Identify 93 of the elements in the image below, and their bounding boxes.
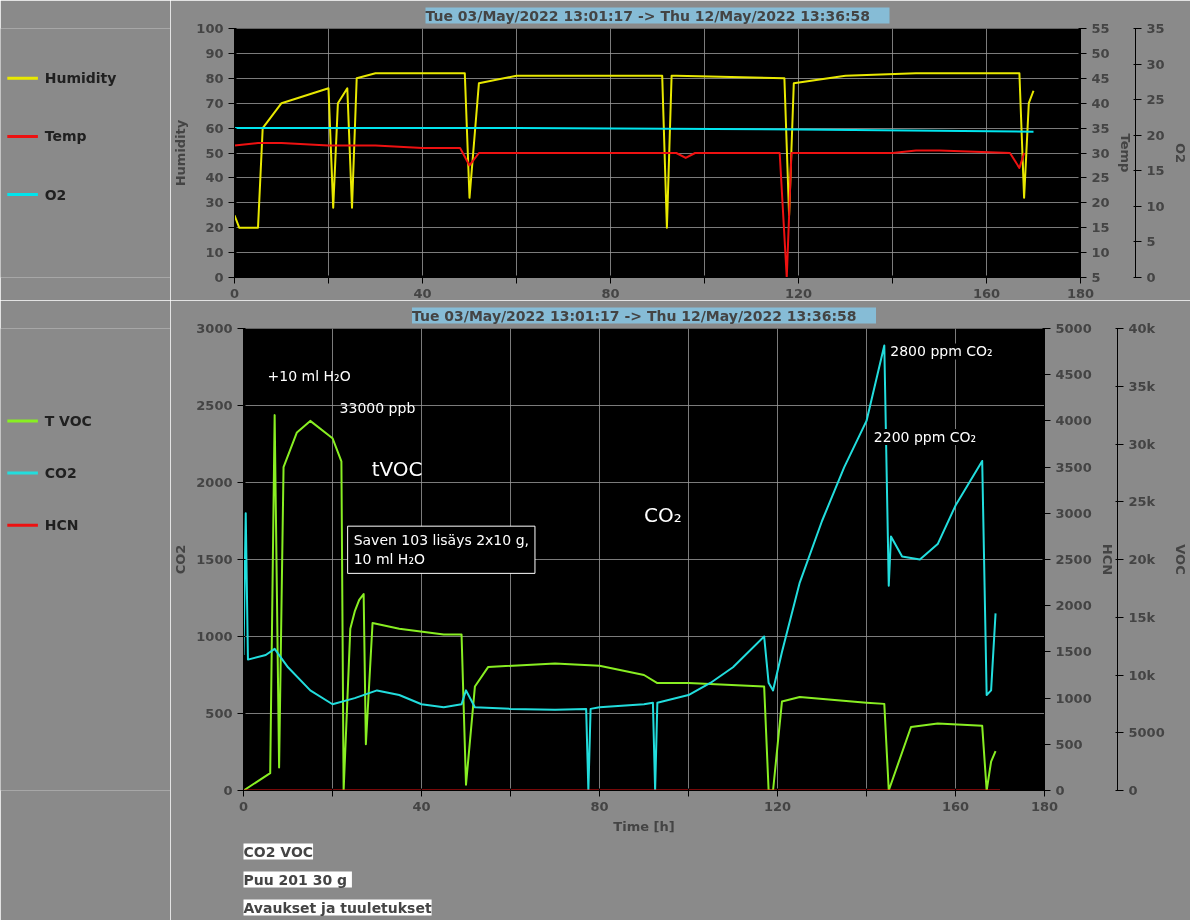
y2-tick-label: 3500 (1055, 459, 1092, 475)
y2-tick-label: 25 (1091, 170, 1110, 186)
y-tick-label: 90 (205, 45, 224, 61)
y3-tick-label: 0 (1128, 783, 1138, 798)
y-tick-label: 80 (205, 70, 224, 86)
chart-title: Tue 03/May/2022 13:01:17 -> Thu 12/May/2022 13:36:58 (411, 307, 857, 324)
x-tick-label: 120 (784, 285, 813, 301)
y3-tick-label: 30k (1128, 436, 1156, 452)
y2-tick-label: 4500 (1055, 367, 1092, 383)
y-tick-label: 10 (205, 245, 224, 261)
y2-axis-title: Temp (1117, 133, 1133, 173)
x-tick-label: 80 (590, 798, 609, 814)
legend-label: Humidity (44, 70, 117, 87)
y3-tick-label: 15 (1146, 163, 1165, 179)
x-tick-label: 40 (413, 285, 432, 301)
y2-tick-label: 35 (1091, 120, 1110, 136)
y2-tick-label: 4000 (1055, 413, 1092, 429)
y3-tick-label: 35k (1128, 378, 1156, 394)
y-tick-label: 20 (205, 220, 224, 236)
x-tick-label: 0 (238, 798, 249, 814)
y3-tick-label: 10k (1128, 667, 1156, 683)
y2-tick-label: 30 (1091, 145, 1110, 161)
y3-tick-label: 0 (1146, 270, 1156, 285)
y2-axis-title: HCN (1099, 543, 1115, 576)
y-tick-label: 0 (214, 270, 224, 285)
y2-tick-label: 5 (1091, 270, 1101, 285)
y2-tick-label: 50 (1091, 45, 1110, 61)
y2-tick-label: 10 (1091, 245, 1110, 261)
text: Avaukset ja tuuletukset (243, 899, 432, 916)
y2-tick-label: 3000 (1055, 505, 1092, 521)
text: Puu 201 30 g (243, 871, 348, 888)
y-tick-label: 50 (205, 145, 224, 161)
y3-tick-label: 20 (1146, 127, 1165, 143)
y2-tick-label: 15 (1091, 220, 1110, 236)
x-tick-label: 160 (972, 285, 1001, 301)
y3-axis-title: O2 (1172, 142, 1188, 164)
annotation: +10 ml H₂O (267, 367, 351, 384)
y3-tick-label: 20k (1128, 552, 1156, 567)
legend-label: HCN (44, 517, 79, 534)
y-tick-label: 70 (205, 95, 224, 111)
y2-tick-label: 2000 (1055, 598, 1092, 614)
y-tick-label: 1000 (196, 629, 233, 644)
annotation: 2200 ppm CO₂ (873, 428, 977, 445)
y2-tick-label: 1500 (1055, 644, 1092, 660)
annotation: Saven 103 lisäys 2x10 g, 10 ml H₂O (353, 532, 529, 568)
y2-tick-label: 2500 (1055, 552, 1092, 567)
y3-tick-label: 5 (1146, 234, 1156, 250)
y-tick-label: 100 (196, 21, 224, 36)
y2-tick-label: 40 (1091, 95, 1110, 111)
y3-axis-title: VOC (1172, 544, 1188, 575)
annotation: tVOC (371, 456, 423, 481)
y-axis-title: Humidity (173, 119, 189, 187)
y3-tick-label: 25k (1128, 494, 1156, 510)
y2-tick-label: 20 (1091, 195, 1110, 211)
y-tick-label: 500 (205, 706, 233, 721)
y-tick-label: 40 (205, 170, 224, 186)
x-tick-label: 120 (763, 798, 792, 814)
y-tick-label: 3000 (196, 321, 233, 336)
y-tick-label: 30 (205, 195, 224, 211)
x-axis-title: Time [h] (613, 818, 675, 834)
x-tick-label: 160 (941, 798, 970, 814)
y-axis-title: CO2 (173, 544, 189, 575)
y3-tick-label: 15k (1128, 609, 1156, 625)
y3-tick-label: 35 (1146, 21, 1165, 36)
x-tick-label: 180 (1066, 285, 1095, 301)
y3-tick-label: 40k (1128, 321, 1156, 336)
y3-tick-label: 10 (1146, 198, 1165, 214)
y2-tick-label: 55 (1091, 21, 1110, 36)
legend-label: T VOC (44, 412, 92, 429)
x-tick-label: 80 (601, 285, 620, 301)
y3-tick-label: 25 (1146, 92, 1165, 108)
y-tick-label: 2500 (196, 398, 233, 413)
chart-title: Tue 03/May/2022 13:01:17 -> Thu 12/May/2022 13:36:58 (425, 7, 871, 24)
y-tick-label: 2000 (196, 475, 233, 490)
legend-label: O2 (44, 186, 67, 203)
y-tick-label: 0 (223, 783, 233, 798)
y2-tick-label: 45 (1091, 70, 1110, 86)
y-tick-label: 1500 (196, 552, 233, 567)
annotation: 33000 ppb (339, 400, 416, 417)
annotation: 2800 ppm CO₂ (890, 343, 993, 360)
legend-label: Temp (44, 128, 87, 145)
y3-tick-label: 30 (1146, 56, 1165, 72)
y2-tick-label: 0 (1055, 783, 1065, 798)
y2-tick-label: 1000 (1055, 690, 1092, 706)
annotation: CO₂ (644, 503, 682, 528)
x-tick-label: 40 (412, 798, 431, 814)
text: CO2 VOC (243, 843, 314, 860)
y2-tick-label: 5000 (1055, 321, 1092, 336)
y2-tick-label: 500 (1055, 736, 1083, 752)
legend-label: CO2 (44, 465, 77, 482)
x-tick-label: 180 (1030, 798, 1059, 814)
y3-tick-label: 5000 (1128, 725, 1165, 741)
y-tick-label: 60 (205, 120, 224, 136)
